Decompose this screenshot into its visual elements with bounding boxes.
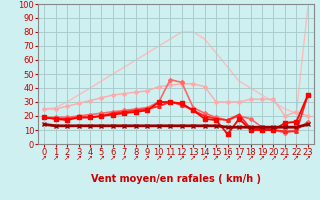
X-axis label: Vent moyen/en rafales ( km/h ): Vent moyen/en rafales ( km/h )	[91, 174, 261, 184]
